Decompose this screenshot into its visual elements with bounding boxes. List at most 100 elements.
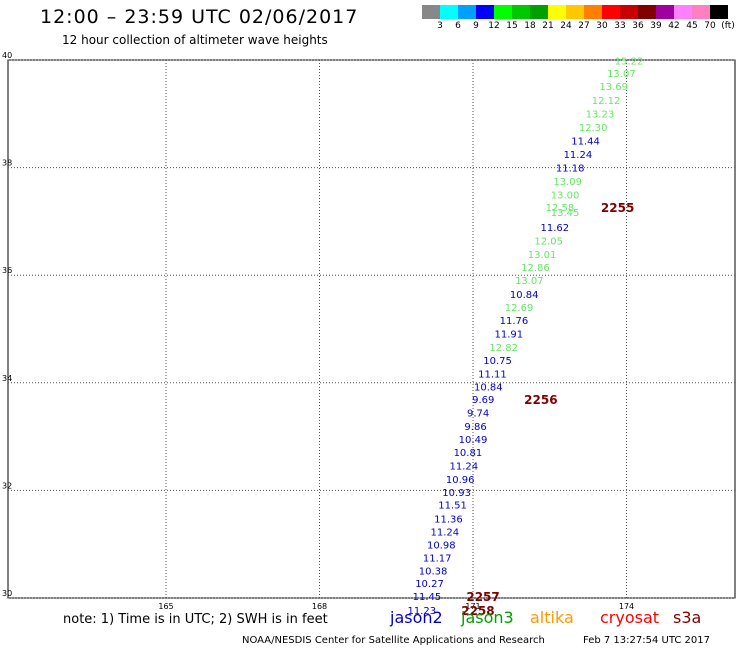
time-label: 2258 (461, 604, 494, 618)
legend-label: 42 (668, 21, 680, 31)
lat-tick-label: 30 (2, 589, 12, 598)
legend-swatch (440, 5, 458, 19)
swh-value: 10.93 (442, 488, 471, 499)
swh-value: 15.22 (615, 56, 644, 67)
swh-value: 13.09 (553, 177, 582, 188)
swh-value: 11.36 (434, 515, 463, 526)
time-label: 2256 (524, 393, 557, 407)
swh-value: 9.74 (467, 409, 489, 420)
map-frame (7, 59, 736, 599)
legend-label: 70 (704, 21, 716, 31)
legend-swatch (638, 5, 656, 19)
lon-tick-label: 165 (158, 602, 173, 611)
legend-label: 12 (488, 21, 500, 31)
lon-tick-label: 174 (619, 602, 634, 611)
legend-label: 6 (455, 21, 461, 31)
lat-tick-label: 36 (2, 266, 12, 275)
swh-value: 13.07 (515, 276, 544, 287)
legend-swatch (458, 5, 476, 19)
satellite-jason2: jason2 (390, 608, 443, 627)
lat-tick-label: 32 (2, 481, 12, 490)
legend-label: 33 (614, 21, 626, 31)
swh-value: 11.51 (438, 501, 467, 512)
legend-label: 9 (473, 21, 479, 31)
legend-swatch (512, 5, 530, 19)
satellite-jason3: jason3 (461, 608, 514, 627)
swh-value: 12.05 (534, 237, 563, 248)
swh-value: 11.24 (431, 528, 460, 539)
swh-value: 9.69 (472, 395, 494, 406)
swh-value: 11.24 (449, 461, 478, 472)
swh-value: 13.00 (551, 190, 580, 201)
lon-tick-label: 171 (465, 602, 480, 611)
legend-swatch (674, 5, 692, 19)
legend-swatch (710, 5, 728, 19)
swh-value: 11.18 (556, 163, 585, 174)
legend-label: 15 (506, 21, 518, 31)
swh-value: 13.23 (586, 110, 615, 121)
swh-value: 11.17 (423, 553, 452, 564)
lat-tick-label: 34 (2, 374, 12, 383)
swh-value: 11.91 (494, 330, 523, 341)
legend-label: 30 (596, 21, 608, 31)
swh-value: 13.07 (607, 69, 636, 80)
note-text: note: 1) Time is in UTC; 2) SWH is in fe… (63, 612, 328, 627)
swh-value: 11.62 (541, 223, 570, 234)
swh-value: 10.81 (454, 448, 483, 459)
swh-value: 10.84 (510, 290, 539, 301)
footer-timestamp: Feb 7 13:27:54 UTC 2017 (583, 635, 710, 646)
satellite-s3a: s3a (673, 608, 702, 627)
lon-tick-label: 168 (312, 602, 327, 611)
footer-credit: NOAA/NESDIS Center for Satellite Applica… (242, 635, 545, 646)
page-title: 12:00 – 23:59 UTC 02/06/2017 (40, 6, 359, 28)
swh-value: 11.44 (571, 136, 600, 147)
legend-swatch (422, 5, 440, 19)
swh-value: 11.24 (564, 150, 593, 161)
lat-tick-label: 38 (2, 159, 12, 168)
swh-value: 11.11 (478, 369, 507, 380)
swh-value: 12.69 (505, 303, 534, 314)
page-subtitle: 12 hour collection of altimeter wave hei… (62, 33, 328, 47)
legend-swatch (530, 5, 548, 19)
swh-value: 13.45 (551, 208, 580, 219)
legend-label: 45 (686, 21, 698, 31)
legend-swatch (620, 5, 638, 19)
swh-value: 12.82 (489, 343, 518, 354)
legend-label: 36 (632, 21, 644, 31)
swh-value: 12.58 (546, 203, 575, 214)
legend-label: 24 (560, 21, 572, 31)
swh-value: 12.12 (592, 96, 621, 107)
satellite-cryosat: cryosat (600, 608, 660, 627)
swh-value: 13.01 (528, 250, 557, 261)
legend-swatch (566, 5, 584, 19)
lat-tick-label: 40 (2, 51, 12, 60)
legend-swatch (692, 5, 710, 19)
swh-value: 11.76 (500, 316, 529, 327)
time-label: 2257 (466, 590, 499, 604)
legend-label: 3 (437, 21, 443, 31)
swh-value: 13.69 (599, 82, 628, 93)
swh-value: 10.96 (446, 475, 475, 486)
color-legend-labels: 3 6 9 12 15 18 21 24 27 30 33 36 39 42 45 70 (ft) (422, 21, 740, 33)
legend-label: 39 (650, 21, 662, 31)
time-label: 2255 (601, 201, 634, 215)
legend-swatch (548, 5, 566, 19)
swh-value: 10.84 (474, 382, 503, 393)
swh-value: 12.30 (579, 123, 608, 134)
swh-value: 11.23 (408, 606, 437, 617)
legend-swatch (584, 5, 602, 19)
color-legend (422, 5, 728, 19)
legend-swatch (476, 5, 494, 19)
swh-value: 10.75 (483, 356, 512, 367)
legend-label: 18 (524, 21, 536, 31)
satellite-altika: altika (530, 608, 574, 627)
swh-value: 10.27 (415, 579, 444, 590)
swh-value: 12.86 (521, 263, 550, 274)
legend-label: 21 (542, 21, 554, 31)
legend-label: 27 (578, 21, 590, 31)
legend-label: (ft) (721, 21, 735, 31)
swh-value: 10.38 (419, 566, 448, 577)
swh-value: 11.45 (413, 592, 442, 603)
swh-value: 9.86 (464, 422, 486, 433)
